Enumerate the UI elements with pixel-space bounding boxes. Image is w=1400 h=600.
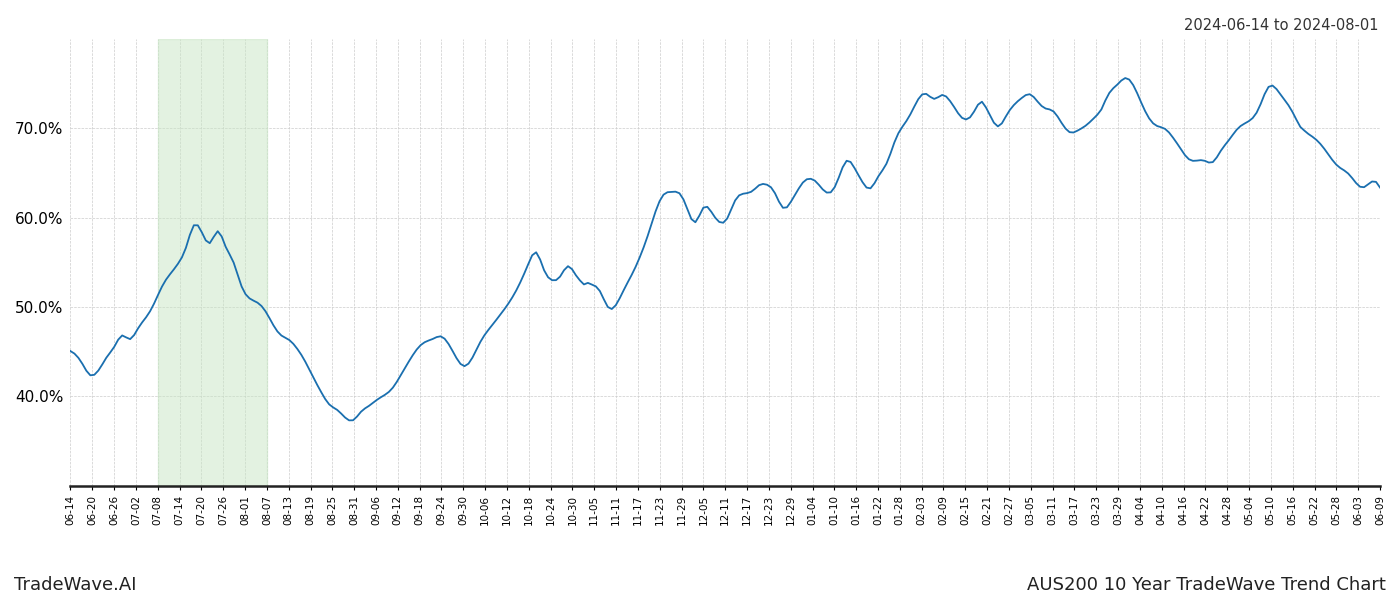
Text: TradeWave.AI: TradeWave.AI [14,576,137,594]
Bar [158,39,267,486]
Text: 2024-06-14 to 2024-08-01: 2024-06-14 to 2024-08-01 [1184,18,1379,33]
Text: AUS200 10 Year TradeWave Trend Chart: AUS200 10 Year TradeWave Trend Chart [1028,576,1386,594]
